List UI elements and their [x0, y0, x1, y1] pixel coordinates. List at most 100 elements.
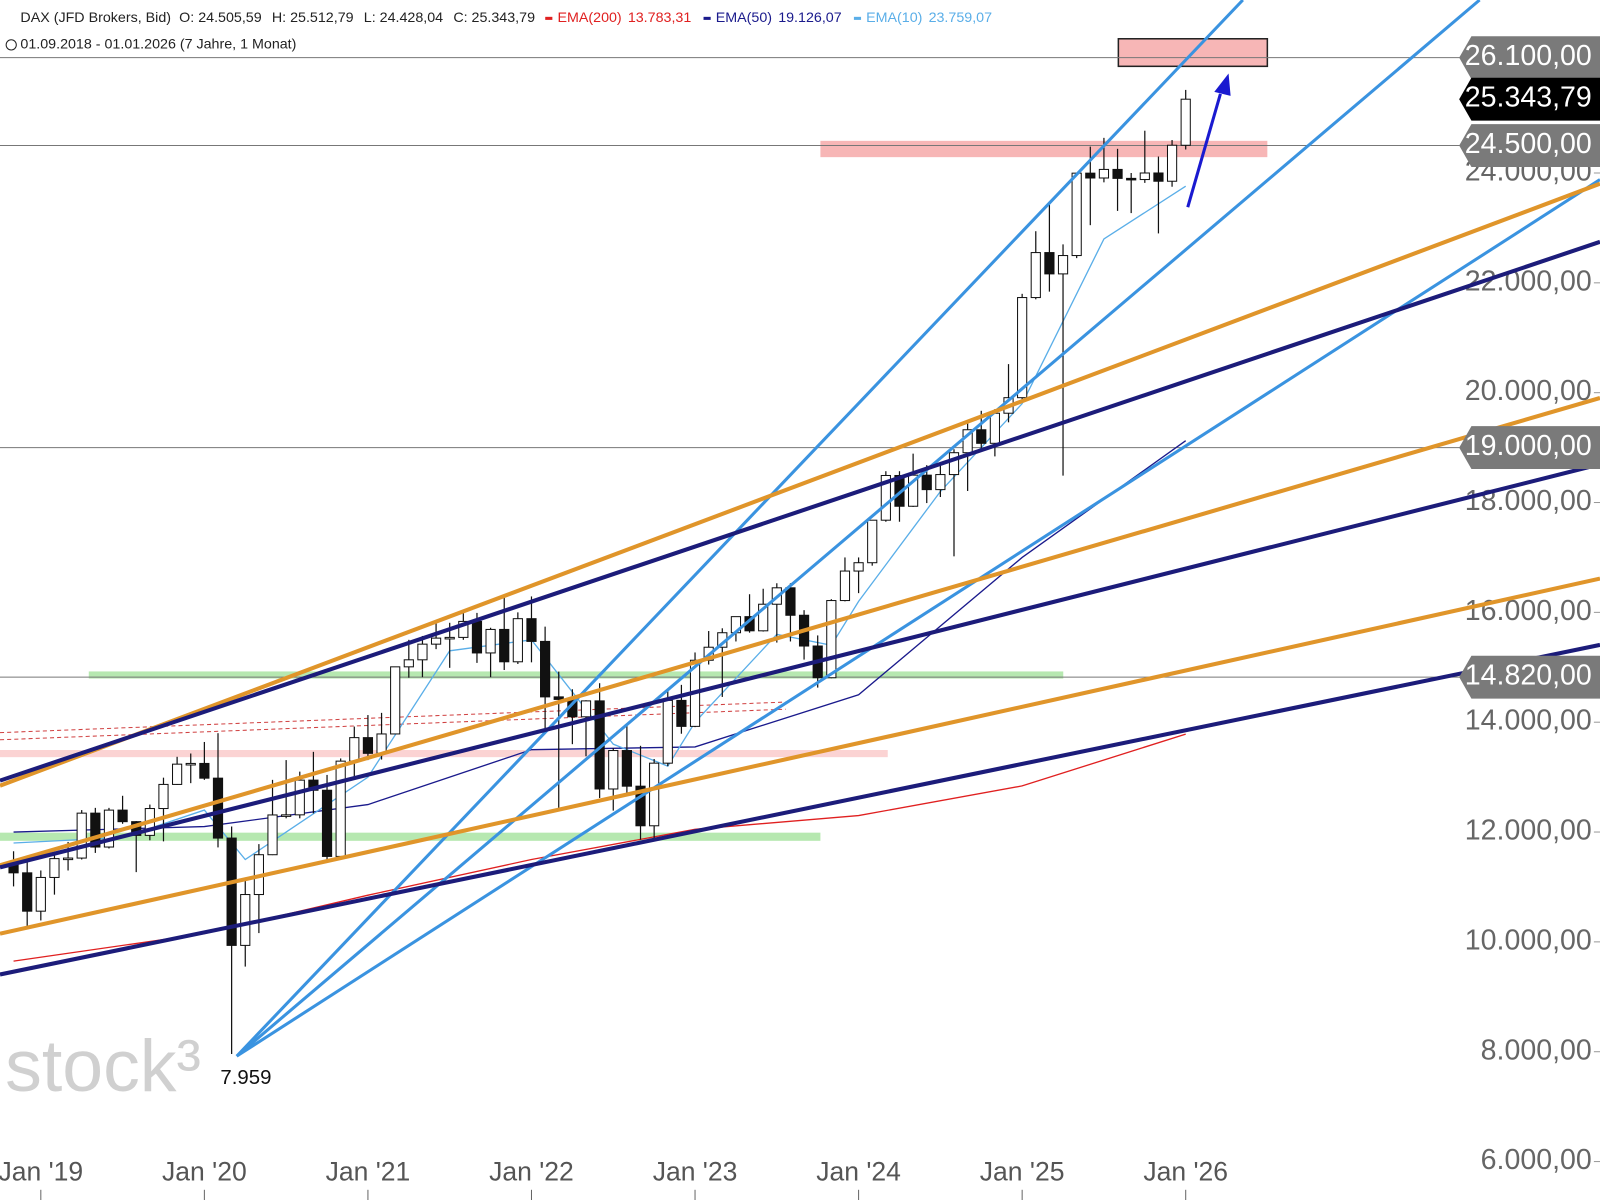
candle-body [553, 696, 564, 700]
candle-body [1139, 172, 1150, 181]
candle-body [499, 628, 510, 663]
candle-body [1112, 168, 1123, 179]
y-tick-label: 10.000,00 [1465, 924, 1592, 956]
x-tick-label: Jan '19 [0, 1156, 83, 1186]
trendline [0, 181, 1600, 788]
candle-body [321, 789, 333, 857]
candle-body [785, 587, 796, 616]
candle-body [199, 762, 210, 779]
trendline [235, 0, 1244, 1058]
candle-body [103, 809, 115, 848]
candle-body [1180, 98, 1191, 146]
candle-body [976, 429, 987, 444]
y-tick-label: 16.000,00 [1465, 595, 1592, 627]
candle-body [1044, 252, 1055, 275]
candle-body [281, 814, 292, 817]
candle-body [485, 628, 496, 654]
candle-body [1153, 172, 1164, 182]
y-tick-label: 6.000,00 [1481, 1144, 1592, 1176]
trendline [0, 396, 1600, 868]
price-tag-label: 14.820,00 [1465, 660, 1592, 692]
price-tag-label: 19.000,00 [1465, 430, 1592, 462]
candle-body [935, 474, 946, 491]
candle-body [1085, 172, 1096, 179]
candle-body [62, 857, 74, 861]
candle-body [172, 763, 183, 785]
candle-body [49, 858, 60, 878]
candle-body [880, 474, 891, 521]
candle-body [90, 812, 101, 848]
arrow [1186, 93, 1222, 208]
candle-body [676, 699, 687, 727]
x-tick-label: Jan '23 [653, 1156, 738, 1186]
price-tag [1459, 124, 1600, 167]
x-tick-label: Jan '21 [326, 1156, 411, 1186]
trendline [0, 576, 1600, 936]
candle-body [458, 620, 469, 638]
price-tag-label: 24.500,00 [1465, 128, 1592, 160]
candle-body [758, 603, 769, 632]
candle-body [376, 733, 387, 754]
trendlines [0, 0, 1600, 1058]
y-tick-label: 20.000,00 [1465, 375, 1592, 407]
price-tag [1459, 426, 1600, 470]
candle-body [580, 700, 592, 718]
title: DAX (JFD Brokers, Bid) [20, 10, 171, 26]
candle-body [403, 659, 414, 668]
candle-body [417, 643, 428, 661]
trendline [235, 178, 1600, 1058]
clock-icon [5, 39, 17, 51]
watermark: stock³ [5, 1024, 201, 1107]
candle-body [948, 452, 960, 476]
x-tick-label: Jan '24 [816, 1156, 901, 1186]
candle-body [921, 474, 932, 491]
candle-body [526, 618, 537, 642]
x-tick-label: Jan '26 [1143, 1156, 1228, 1186]
ohlc-label: O: 24.505,59 [179, 10, 262, 26]
price-tag-label: 26.100,00 [1465, 40, 1592, 72]
support-zone [88, 671, 1064, 679]
candle-body [608, 750, 619, 790]
candle-body [430, 637, 442, 645]
candle-body [1071, 172, 1082, 257]
candle-body [185, 762, 196, 766]
arrow-head [1214, 73, 1231, 96]
resistance-zone [820, 140, 1268, 158]
y-tick-label: 18.000,00 [1465, 485, 1592, 517]
ohlc-label: H: 25.512,79 [272, 10, 354, 26]
candle-body [267, 814, 278, 856]
legend-label: EMA(50) [716, 10, 772, 26]
candle-body [621, 750, 632, 787]
candle-body [471, 620, 483, 654]
trendline [0, 462, 1600, 870]
candle-body [839, 570, 851, 602]
price-tag [1459, 655, 1600, 699]
candle-body [22, 872, 33, 912]
candle-body [35, 876, 46, 912]
candle-body [826, 600, 837, 679]
candle-body [649, 762, 660, 827]
candle-body [294, 779, 305, 816]
candle-body [76, 812, 87, 859]
candle-body [117, 809, 128, 823]
candle-body [989, 412, 1000, 444]
candle-body [212, 777, 224, 839]
ohlc-label: L: 24.428,04 [364, 10, 443, 26]
y-tick-label: 8.000,00 [1481, 1034, 1592, 1066]
candle-body [349, 737, 360, 762]
price-tag-label: 25.343,79 [1465, 82, 1592, 114]
y-tick-label: 12.000,00 [1465, 815, 1592, 847]
candle-body [1166, 144, 1178, 182]
header: DAX (JFD Brokers, Bid) 01.09.2018 - 01.0… [5, 10, 992, 53]
candle-body [1126, 177, 1137, 181]
candle-body [512, 618, 523, 663]
subtitle: 01.09.2018 - 01.01.2026 (7 Jahre, 1 Mona… [20, 37, 296, 53]
low-label: 7.959 [220, 1067, 271, 1089]
candle-body [1030, 252, 1041, 299]
candle-body [867, 519, 878, 564]
price-tags: 26.100,00 24.500,00 19.000,00 14.820,00 25.3… [1459, 36, 1600, 699]
x-tick-label: Jan '22 [489, 1156, 574, 1186]
legend-value: 19.126,07 [778, 10, 842, 26]
trendline [235, 0, 1481, 1058]
